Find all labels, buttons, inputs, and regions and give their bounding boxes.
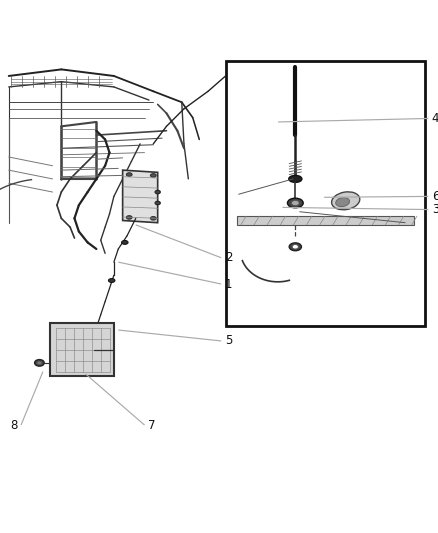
Text: 8: 8 [10, 418, 18, 432]
Ellipse shape [150, 216, 156, 220]
Ellipse shape [332, 192, 360, 210]
Ellipse shape [155, 190, 160, 194]
Ellipse shape [289, 243, 301, 251]
Polygon shape [237, 216, 414, 225]
Ellipse shape [292, 245, 298, 249]
Bar [50, 324, 114, 376]
Ellipse shape [336, 198, 350, 207]
Ellipse shape [287, 198, 303, 208]
Ellipse shape [121, 240, 128, 245]
Text: 6: 6 [432, 190, 438, 203]
Polygon shape [123, 170, 158, 223]
Ellipse shape [291, 200, 299, 206]
Ellipse shape [37, 361, 42, 365]
Text: 4: 4 [432, 112, 438, 125]
Ellipse shape [289, 175, 302, 182]
Text: 2: 2 [225, 251, 232, 264]
Ellipse shape [35, 360, 44, 366]
Ellipse shape [96, 334, 103, 338]
Ellipse shape [155, 201, 160, 205]
Text: 7: 7 [148, 418, 155, 432]
Text: 3: 3 [432, 203, 438, 216]
Text: 1: 1 [225, 278, 232, 290]
Ellipse shape [109, 279, 115, 282]
Ellipse shape [150, 174, 156, 177]
Text: 5: 5 [225, 335, 232, 348]
Bar [226, 61, 425, 326]
Ellipse shape [126, 216, 132, 219]
Ellipse shape [126, 173, 132, 176]
